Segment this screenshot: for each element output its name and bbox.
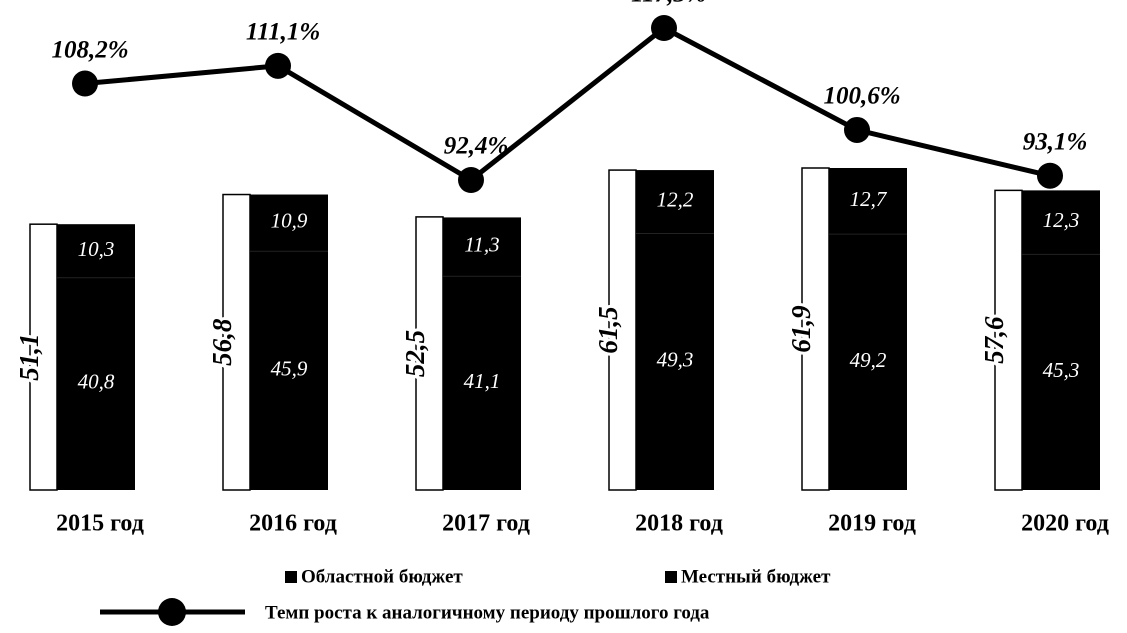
legend-label: Темп роста к аналогичному периоду прошло… bbox=[265, 602, 710, 623]
bar-segment bbox=[636, 233, 714, 490]
total-label: 61,9 bbox=[786, 305, 816, 353]
x-tick-label: 2019 год bbox=[828, 511, 916, 537]
segment-label: 10,3 bbox=[78, 237, 115, 261]
bar-segment bbox=[636, 170, 714, 234]
x-tick-label: 2017 год bbox=[442, 511, 530, 537]
legend-marker bbox=[158, 598, 186, 626]
line-point bbox=[458, 167, 484, 193]
total-label: 57,6 bbox=[979, 316, 1009, 364]
total-label: 52,5 bbox=[400, 330, 430, 377]
segment-label: 45,3 bbox=[1043, 358, 1080, 382]
legend-label: Областной бюджет bbox=[301, 566, 463, 587]
line-label: 111,1% bbox=[246, 19, 320, 46]
legend-label: Местный бюджет bbox=[681, 566, 831, 587]
total-bar bbox=[29, 223, 58, 491]
total-bar bbox=[608, 169, 637, 491]
legend-swatch bbox=[665, 571, 677, 583]
total-bar bbox=[801, 167, 830, 491]
line-label: 92,4% bbox=[444, 133, 509, 160]
total-label: 51,1 bbox=[14, 333, 44, 380]
bar-segment bbox=[1022, 190, 1100, 255]
bar-segment bbox=[250, 194, 328, 252]
segment-label: 41,1 bbox=[464, 369, 501, 393]
segment-label: 11,3 bbox=[464, 233, 499, 257]
bar-segment bbox=[443, 217, 521, 277]
segment-label: 12,7 bbox=[850, 187, 888, 211]
bar-segment bbox=[250, 251, 328, 490]
segment-label: 40,8 bbox=[78, 370, 115, 394]
segment-label: 49,2 bbox=[850, 348, 887, 372]
legend-swatch bbox=[285, 571, 297, 583]
line-point bbox=[651, 15, 677, 41]
segment-label: 49,3 bbox=[657, 348, 694, 372]
bar-segment bbox=[57, 277, 135, 490]
segment-label: 12,2 bbox=[657, 188, 694, 212]
line bbox=[84, 25, 1051, 184]
line-label: 108,2% bbox=[51, 36, 128, 63]
segment-label: 10,9 bbox=[271, 209, 308, 233]
line-label: 100,6% bbox=[823, 83, 900, 110]
bar-segment bbox=[829, 168, 907, 235]
line-point bbox=[265, 52, 291, 79]
line-point bbox=[72, 70, 98, 97]
line-point bbox=[844, 116, 870, 143]
x-tick-label: 2018 год bbox=[635, 511, 723, 537]
bar-segment bbox=[1022, 254, 1100, 490]
segment-label: 12,3 bbox=[1043, 208, 1080, 232]
line-point bbox=[1037, 162, 1063, 189]
segment-label: 45,9 bbox=[271, 356, 308, 380]
bar-segment bbox=[443, 276, 521, 490]
bar-segment bbox=[57, 224, 135, 278]
line-label: 117,3% bbox=[631, 0, 707, 8]
total-bar bbox=[222, 193, 251, 491]
total-label: 56,8 bbox=[207, 318, 237, 366]
x-tick-label: 2015 год bbox=[56, 511, 144, 537]
total-label: 61,5 bbox=[593, 306, 623, 353]
x-tick-label: 2020 год bbox=[1021, 511, 1109, 537]
x-tick-label: 2016 год bbox=[249, 511, 337, 537]
line-label: 93,1% bbox=[1023, 128, 1088, 155]
bar-segment bbox=[829, 234, 907, 490]
